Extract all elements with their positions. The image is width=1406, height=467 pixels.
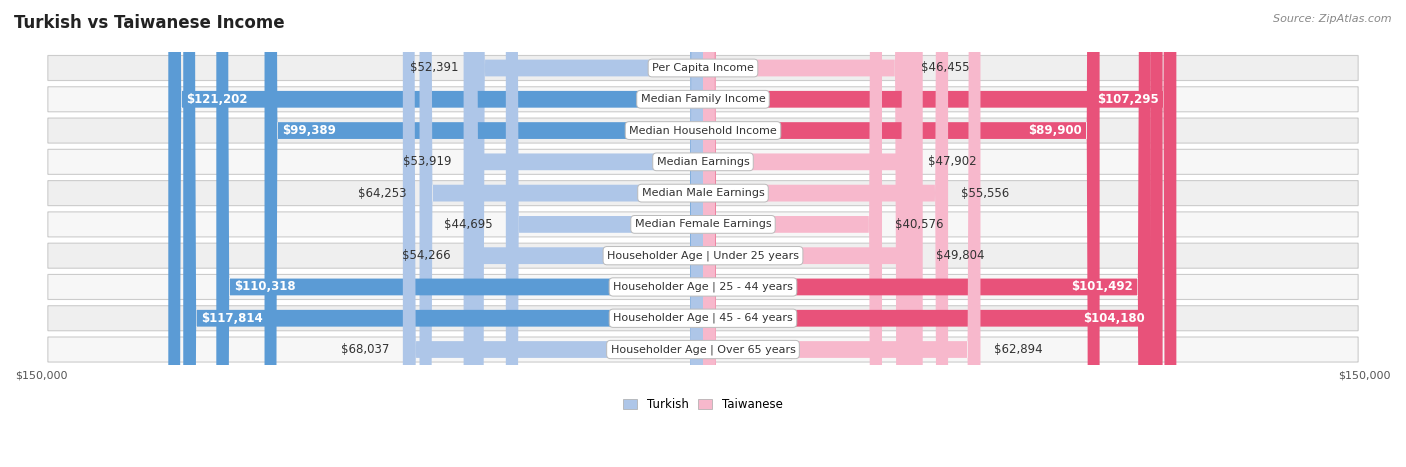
FancyBboxPatch shape — [703, 0, 882, 467]
FancyBboxPatch shape — [48, 337, 1358, 362]
Legend: Turkish, Taiwanese: Turkish, Taiwanese — [619, 393, 787, 416]
Text: $40,576: $40,576 — [896, 218, 943, 231]
FancyBboxPatch shape — [48, 56, 1358, 80]
Text: $64,253: $64,253 — [357, 187, 406, 199]
FancyBboxPatch shape — [48, 275, 1358, 299]
FancyBboxPatch shape — [703, 0, 1099, 467]
Text: $53,919: $53,919 — [404, 156, 451, 168]
Text: Householder Age | 45 - 64 years: Householder Age | 45 - 64 years — [613, 313, 793, 324]
Text: Householder Age | Over 65 years: Householder Age | Over 65 years — [610, 344, 796, 355]
Text: $101,492: $101,492 — [1071, 281, 1133, 293]
Text: $49,804: $49,804 — [936, 249, 984, 262]
FancyBboxPatch shape — [703, 0, 922, 467]
FancyBboxPatch shape — [703, 0, 914, 467]
Text: $44,695: $44,695 — [444, 218, 492, 231]
FancyBboxPatch shape — [703, 0, 908, 467]
Text: $55,556: $55,556 — [962, 187, 1010, 199]
Text: Median Household Income: Median Household Income — [628, 126, 778, 135]
Text: Turkish vs Taiwanese Income: Turkish vs Taiwanese Income — [14, 14, 284, 32]
Text: $47,902: $47,902 — [928, 156, 976, 168]
Text: $107,295: $107,295 — [1097, 93, 1159, 106]
FancyBboxPatch shape — [404, 0, 703, 467]
FancyBboxPatch shape — [472, 0, 703, 467]
FancyBboxPatch shape — [48, 149, 1358, 174]
FancyBboxPatch shape — [703, 0, 948, 467]
FancyBboxPatch shape — [703, 0, 980, 467]
FancyBboxPatch shape — [465, 0, 703, 467]
Text: $54,266: $54,266 — [402, 249, 450, 262]
Text: $46,455: $46,455 — [921, 62, 970, 75]
FancyBboxPatch shape — [419, 0, 703, 467]
FancyBboxPatch shape — [703, 0, 1150, 467]
FancyBboxPatch shape — [464, 0, 703, 467]
Text: Householder Age | 25 - 44 years: Householder Age | 25 - 44 years — [613, 282, 793, 292]
Text: Per Capita Income: Per Capita Income — [652, 63, 754, 73]
Text: $117,814: $117,814 — [201, 312, 263, 325]
Text: $99,389: $99,389 — [283, 124, 336, 137]
FancyBboxPatch shape — [183, 0, 703, 467]
FancyBboxPatch shape — [703, 0, 1177, 467]
Text: $52,391: $52,391 — [411, 62, 458, 75]
FancyBboxPatch shape — [169, 0, 703, 467]
FancyBboxPatch shape — [48, 306, 1358, 331]
Text: Median Family Income: Median Family Income — [641, 94, 765, 104]
FancyBboxPatch shape — [48, 243, 1358, 268]
FancyBboxPatch shape — [506, 0, 703, 467]
Text: $89,900: $89,900 — [1028, 124, 1083, 137]
Text: Median Female Earnings: Median Female Earnings — [634, 219, 772, 229]
Text: Median Earnings: Median Earnings — [657, 157, 749, 167]
FancyBboxPatch shape — [264, 0, 703, 467]
Text: $110,318: $110,318 — [233, 281, 295, 293]
Text: Householder Age | Under 25 years: Householder Age | Under 25 years — [607, 250, 799, 261]
FancyBboxPatch shape — [703, 0, 1163, 467]
Text: Source: ZipAtlas.com: Source: ZipAtlas.com — [1274, 14, 1392, 24]
FancyBboxPatch shape — [48, 87, 1358, 112]
Text: $68,037: $68,037 — [342, 343, 389, 356]
FancyBboxPatch shape — [48, 118, 1358, 143]
Text: Median Male Earnings: Median Male Earnings — [641, 188, 765, 198]
FancyBboxPatch shape — [217, 0, 703, 467]
FancyBboxPatch shape — [48, 212, 1358, 237]
Text: $104,180: $104,180 — [1083, 312, 1144, 325]
Text: $62,894: $62,894 — [994, 343, 1042, 356]
FancyBboxPatch shape — [48, 181, 1358, 205]
Text: $121,202: $121,202 — [186, 93, 247, 106]
